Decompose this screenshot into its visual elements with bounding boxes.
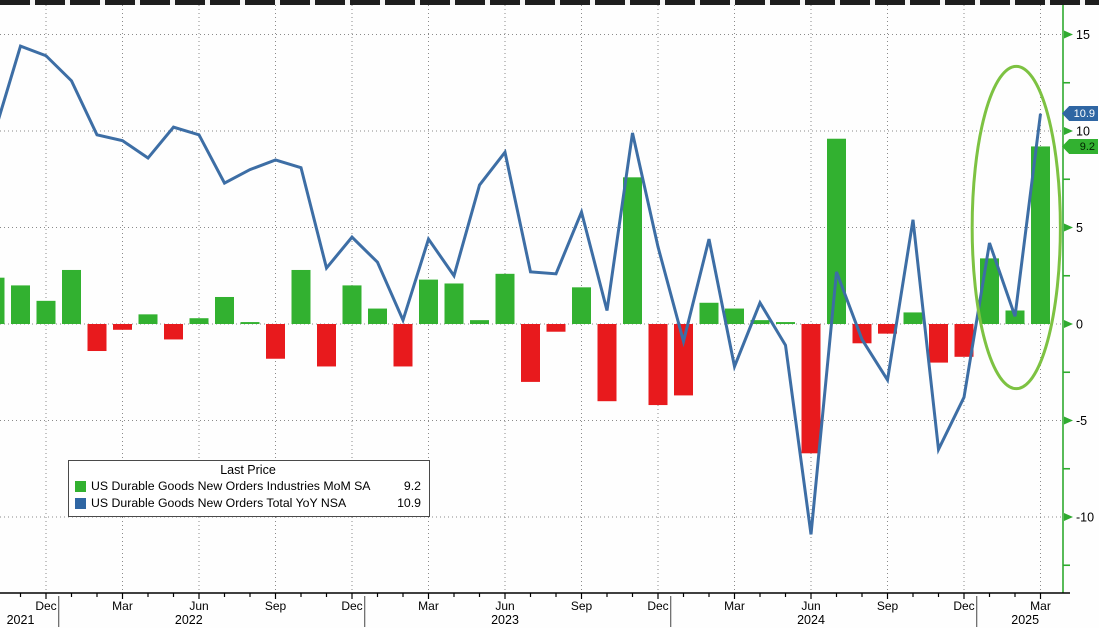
x-tick-label: Sep [877, 599, 899, 613]
legend-label-mom: US Durable Goods New Orders Industries M… [91, 479, 371, 493]
x-tick-label: Dec [953, 599, 974, 613]
legend-swatch-mom [75, 481, 86, 492]
legend: Last Price US Durable Goods New Orders I… [68, 460, 430, 517]
bar [87, 324, 107, 352]
bar [36, 300, 56, 324]
y-tick-label: 0 [1076, 318, 1083, 332]
y-tick-label: 10 [1076, 125, 1090, 139]
x-tick-label: Sep [265, 599, 287, 613]
bar [623, 177, 642, 324]
legend-item-mom: US Durable Goods New Orders Industries M… [75, 478, 421, 495]
bar [1031, 146, 1050, 324]
x-tick-label: Mar [724, 599, 745, 613]
bar [801, 324, 821, 454]
bar [827, 138, 846, 324]
annotation-ellipse [970, 64, 1062, 391]
bar [266, 324, 285, 359]
bar [954, 324, 974, 357]
y-tick-arrow [1064, 513, 1073, 521]
legend-value-yoy: 10.9 [397, 496, 421, 510]
legend-label-yoy: US Durable Goods New Orders Total YoY NS… [91, 496, 347, 510]
y-tick-label: 5 [1076, 221, 1083, 235]
bar [240, 322, 260, 324]
bar [674, 324, 693, 396]
bar [572, 287, 591, 324]
y-tick-arrow [1064, 223, 1073, 232]
bar [903, 312, 923, 324]
x-tick-label: Sep [571, 599, 593, 613]
x-tick-label: Dec [341, 599, 362, 613]
mom-bars [0, 138, 1050, 454]
year-label: 2023 [491, 613, 519, 627]
x-tick-label: Jun [801, 599, 820, 613]
bar [11, 285, 30, 324]
x-tick-label: Dec [35, 599, 56, 613]
bar [725, 308, 744, 324]
x-tick-label: Mar [112, 599, 133, 613]
bar [368, 308, 387, 324]
bar [444, 283, 464, 324]
y-tick-arrow [1064, 30, 1073, 39]
cropped-toolbar-strip [0, 0, 1099, 5]
x-tick-label: Mar [1030, 599, 1051, 613]
bar [648, 324, 668, 406]
bar [0, 277, 5, 324]
bar [546, 324, 566, 332]
bar [776, 322, 795, 324]
x-tick-label: Dec [647, 599, 668, 613]
bar [470, 320, 489, 324]
bar [62, 269, 81, 324]
bar [164, 324, 183, 340]
bar [189, 318, 209, 324]
last-price-tag-yoy: 10.9 [1062, 106, 1098, 121]
y-tick-arrow [1064, 416, 1073, 425]
legend-title: Last Price [220, 463, 276, 477]
x-tick-label: Mar [418, 599, 439, 613]
bar [1005, 310, 1025, 324]
legend-swatch-yoy [75, 498, 86, 509]
year-label: 2025 [1011, 613, 1039, 627]
last-price-tag-mom: 9.2 [1062, 139, 1098, 154]
legend-value-mom: 9.2 [403, 479, 421, 493]
bar [699, 302, 719, 324]
legend-item-yoy: US Durable Goods New Orders Total YoY NS… [75, 495, 421, 512]
bar [317, 324, 336, 367]
bar [521, 324, 540, 382]
bar [342, 285, 362, 324]
bar [393, 324, 413, 367]
yoy-line [0, 44, 1042, 535]
year-label: 2021 [7, 613, 35, 627]
bar [138, 314, 158, 324]
bar [215, 296, 234, 324]
x-tick-label: Jun [189, 599, 208, 613]
bar [929, 324, 948, 363]
right-axis: 15 10 5 0 -5 -10 [1062, 5, 1094, 593]
bottom-axis: Dec Mar Jun Sep Dec Mar Jun Sep Dec Mar Jun Sep Dec M… [0, 592, 1070, 627]
bar [495, 273, 515, 324]
bar [113, 324, 132, 330]
y-tick-arrow [1064, 127, 1073, 135]
bar [878, 324, 897, 334]
y-tick-label: -5 [1076, 414, 1087, 428]
y-tick-label: -10 [1076, 511, 1094, 525]
y-tick-arrow [1064, 320, 1073, 328]
y-tick-label: 15 [1076, 28, 1090, 42]
year-label: 2024 [797, 613, 825, 627]
x-tick-label: Jun [495, 599, 514, 613]
year-label: 2022 [175, 613, 203, 627]
bar [419, 279, 438, 324]
bar [597, 324, 617, 402]
bar [291, 269, 311, 324]
bar [750, 320, 770, 324]
